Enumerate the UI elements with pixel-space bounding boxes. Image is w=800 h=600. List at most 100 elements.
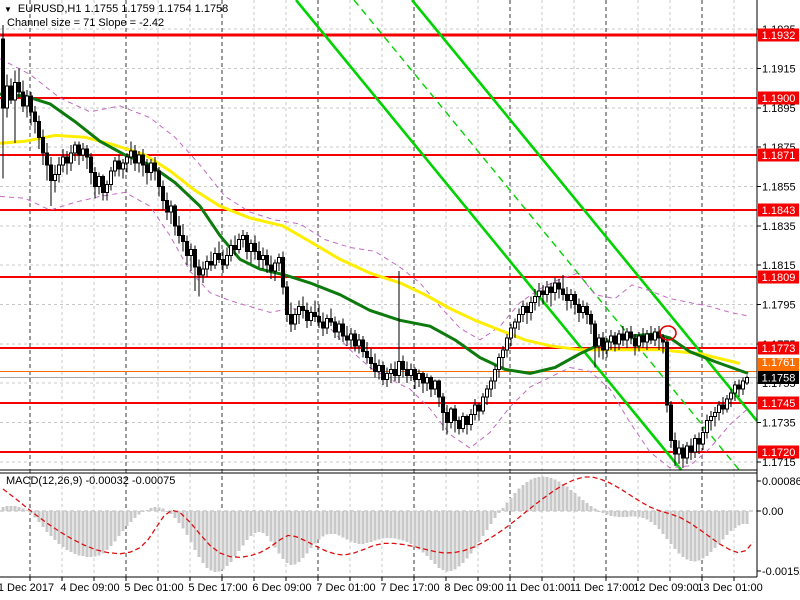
- candle: [669, 400, 673, 449]
- current-price-badge: 1.1758: [758, 370, 799, 384]
- svg-text:1.1809: 1.1809: [762, 272, 796, 284]
- candle: [277, 253, 281, 272]
- macd-bar: [181, 511, 185, 529]
- candle: [37, 115, 41, 150]
- candle: [485, 385, 489, 405]
- candle: [9, 78, 13, 104]
- macd-bar: [285, 511, 289, 563]
- candle: [181, 223, 185, 252]
- macd-bar: [65, 511, 69, 550]
- macd-bar: [737, 511, 741, 526]
- candle: [673, 432, 677, 466]
- candle: [121, 158, 125, 179]
- macd-bar: [333, 511, 337, 535]
- macd-bar: [261, 511, 265, 533]
- candle: [433, 379, 437, 396]
- candle: [69, 145, 73, 171]
- macd-bar: [13, 506, 17, 511]
- time-tick-label: 12 Dec 09:00: [633, 582, 698, 594]
- macd-panel: [0, 476, 757, 572]
- candle: [357, 334, 361, 354]
- macd-bar: [413, 511, 417, 547]
- macd-bar: [705, 511, 709, 556]
- candle: [649, 326, 653, 344]
- time-tick-label: 11 Dec 17:00: [570, 582, 635, 594]
- macd-bar: [425, 511, 429, 557]
- candle: [81, 143, 85, 161]
- macd-bar: [301, 511, 305, 559]
- candle: [185, 235, 189, 266]
- macd-bar: [269, 511, 273, 542]
- time-tick-label: 4 Dec 09:00: [60, 582, 119, 594]
- macd-bar: [473, 511, 477, 548]
- candle: [745, 375, 749, 386]
- macd-bar: [81, 511, 85, 557]
- macd-bar: [417, 511, 421, 550]
- time-tick-label: 1 Dec 2017: [0, 582, 54, 594]
- candle: [581, 300, 585, 319]
- channel-dashed-line: [353, 0, 740, 471]
- macd-bar: [305, 511, 309, 554]
- macd-signal-line: [2, 476, 754, 559]
- macd-bar: [121, 511, 125, 531]
- candle: [253, 235, 257, 260]
- price-tick-label: 1.1855: [762, 182, 796, 194]
- candle: [225, 247, 229, 270]
- candle: [57, 157, 61, 183]
- candle: [325, 314, 329, 335]
- candle: [473, 398, 477, 421]
- candle: [33, 105, 37, 134]
- macd-bar: [689, 511, 693, 561]
- macd-bar: [393, 511, 397, 539]
- candle: [61, 149, 65, 173]
- macd-bar: [293, 511, 297, 565]
- ma-yellow: [0, 133, 741, 365]
- candle: [201, 261, 205, 283]
- candle: [25, 90, 29, 118]
- candle: [625, 328, 629, 348]
- candle: [517, 308, 521, 331]
- candle: [269, 255, 273, 279]
- macd-bar: [365, 511, 369, 543]
- candle: [389, 363, 393, 384]
- candle: [565, 286, 569, 311]
- candle: [553, 276, 557, 301]
- candle: [217, 241, 221, 264]
- macd-bar: [725, 511, 729, 535]
- macd-bar: [421, 511, 425, 553]
- candle: [97, 172, 101, 195]
- macd-bar: [345, 511, 349, 540]
- macd-bar: [621, 511, 625, 517]
- candle: [77, 141, 81, 165]
- macd-bar: [717, 511, 721, 544]
- macd-bar: [481, 511, 485, 536]
- candle: [177, 216, 181, 244]
- macd-bar: [105, 511, 109, 551]
- macd-bar: [257, 511, 261, 532]
- macd-bar: [673, 511, 677, 549]
- macd-bar: [501, 507, 505, 511]
- macd-bar: [21, 508, 25, 511]
- macd-bar: [633, 511, 637, 517]
- candle: [129, 141, 133, 165]
- sr-price-badge: 1.1932: [758, 28, 799, 42]
- ma-green: [0, 92, 749, 375]
- candle: [117, 155, 121, 177]
- macd-bar: [493, 511, 497, 519]
- candle: [89, 153, 93, 185]
- macd-bar: [713, 511, 717, 549]
- macd-bar: [217, 511, 221, 572]
- macd-bar: [77, 511, 81, 556]
- macd-bar: [185, 511, 189, 535]
- symbol-ohlc-text: EURUSD,H1 1.1755 1.1759 1.1754 1.1758: [17, 3, 229, 15]
- macd-bar: [441, 511, 445, 571]
- macd-bar: [225, 511, 229, 567]
- macd-bar: [465, 511, 469, 559]
- macd-bar: [629, 511, 633, 517]
- macd-bar: [661, 511, 665, 534]
- candle: [381, 361, 385, 386]
- macd-bar: [337, 511, 341, 536]
- candle: [369, 347, 373, 370]
- macd-bar: [109, 511, 113, 547]
